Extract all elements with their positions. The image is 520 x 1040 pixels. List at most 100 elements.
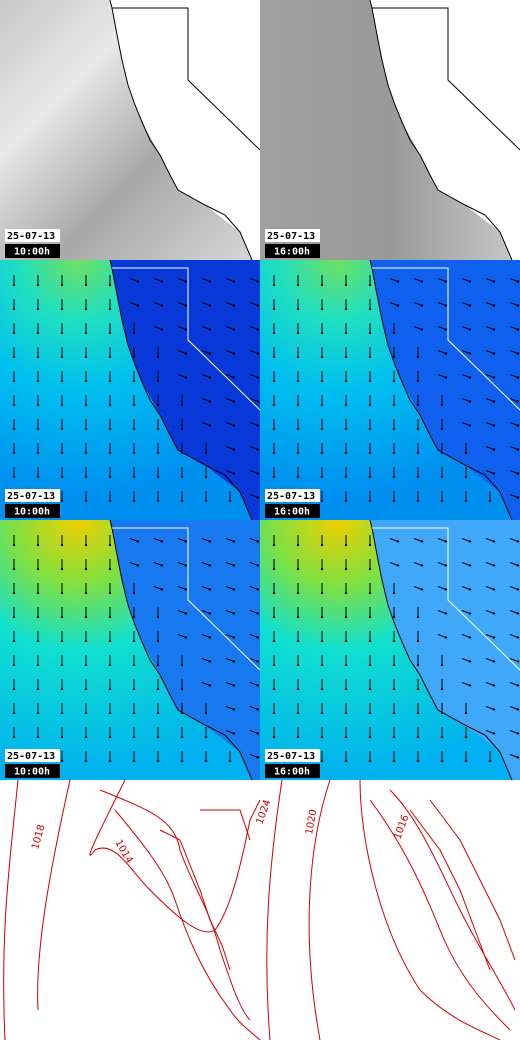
wind-arrow-head: [12, 687, 16, 691]
wind-arrow-head: [344, 663, 348, 667]
time-box: [265, 244, 320, 258]
wind-arrow: [413, 326, 423, 330]
wind-arrow-head: [36, 711, 40, 715]
wind-arrow-head: [256, 328, 260, 331]
wind-arrow-head: [132, 379, 136, 383]
wind-arrow: [485, 398, 495, 402]
wind-arrow-head: [12, 355, 16, 359]
wind-arrow: [201, 326, 211, 330]
state-border: [112, 7, 260, 151]
wind-arrow-head: [160, 540, 164, 543]
wind-arrow-head: [272, 379, 276, 383]
wind-arrow-head: [84, 759, 88, 763]
wind-arrow-head: [492, 540, 496, 543]
wind-arrow: [225, 278, 235, 282]
wind-arrow: [509, 398, 519, 402]
wind-arrow: [485, 326, 495, 330]
wind-arrow-head: [368, 499, 372, 503]
wind-arrow-head: [256, 636, 260, 639]
wind-arrow-head: [180, 735, 184, 739]
wind-arrow: [413, 538, 423, 542]
wind-arrow-head: [272, 711, 276, 715]
wind-arrow-head: [136, 304, 140, 307]
wind-arrow: [225, 610, 235, 614]
wind-arrow-head: [516, 612, 520, 615]
wind-arrow-head: [108, 543, 112, 547]
wind-arrow: [437, 302, 447, 306]
time-box: [5, 504, 60, 518]
wind-arrow-head: [156, 663, 160, 667]
wind-arrow-head: [296, 567, 300, 571]
wind-arrow: [129, 278, 139, 282]
wind-arrow-head: [492, 328, 496, 331]
wind-arrow-head: [416, 355, 420, 359]
wind-arrow-head: [84, 639, 88, 643]
wind-arrow: [461, 658, 471, 662]
wind-arrow-head: [440, 759, 444, 763]
coastline: [109, 260, 253, 520]
wind-arrow-head: [468, 684, 472, 687]
wind-arrow-head: [344, 735, 348, 739]
wind-arrow-head: [232, 328, 236, 331]
wind-arrow-head: [468, 540, 472, 543]
wind-arrow-head: [132, 427, 136, 431]
land: [110, 0, 260, 260]
wind-arrow-head: [368, 687, 372, 691]
state-border: [112, 267, 260, 411]
wind-arrow-head: [232, 400, 236, 403]
wind-arrow-head: [320, 427, 324, 431]
wind-arrow-head: [444, 376, 448, 379]
wind-arrow-head: [396, 564, 400, 567]
wind-arrow: [201, 538, 211, 542]
wind-arrow-head: [180, 687, 184, 691]
wind-arrow-head: [344, 307, 348, 311]
wind-arrow-head: [320, 543, 324, 547]
wind-arrow-head: [232, 588, 236, 591]
wind-arrow-head: [12, 427, 16, 431]
wind-arrow-head: [108, 403, 112, 407]
wind-arrow-head: [184, 328, 188, 331]
wind-arrow: [177, 586, 187, 590]
wind-arrow-head: [344, 687, 348, 691]
wind-arrow-head: [108, 379, 112, 383]
wind-arrow-head: [256, 540, 260, 543]
wind-arrow-head: [208, 540, 212, 543]
wind-arrow-head: [368, 355, 372, 359]
wind-arrow: [413, 562, 423, 566]
wind-arrow: [485, 706, 495, 710]
wind-arrow-head: [344, 475, 348, 479]
wind-arrow-head: [272, 687, 276, 691]
wind-arrow-head: [132, 687, 136, 691]
wind-arrow-head: [12, 639, 16, 643]
wind-arrow-head: [228, 499, 232, 503]
wind-arrow-head: [256, 424, 260, 427]
wind-arrow: [177, 610, 187, 614]
wind-arrow-head: [272, 451, 276, 455]
pressure-contours: 1018 1014 1024 1020 1016: [3, 779, 516, 1040]
wind-arrow-head: [464, 451, 468, 455]
wind-arrow-head: [344, 567, 348, 571]
wind-arrow: [509, 374, 519, 378]
wind-arrow-head: [368, 307, 372, 311]
wind-arrow-head: [492, 376, 496, 379]
wind-arrow-head: [232, 612, 236, 615]
wind-arrow-head: [440, 451, 444, 455]
wind-arrow-head: [492, 352, 496, 355]
wind-arrow-head: [468, 588, 472, 591]
wind-arrow-head: [208, 588, 212, 591]
wind-arrow-head: [392, 403, 396, 407]
wind-arrow: [485, 350, 495, 354]
wind-arrow-head: [440, 663, 444, 667]
wind-arrow-head: [368, 615, 372, 619]
wind-arrow-head: [516, 660, 520, 663]
land: [110, 260, 260, 520]
wind-arrow-head: [416, 639, 420, 643]
wind-arrow-head: [368, 759, 372, 763]
wind-arrow: [509, 494, 519, 498]
wind-arrow: [249, 730, 259, 734]
wind-arrow-head: [132, 355, 136, 359]
wind-arrow-head: [256, 684, 260, 687]
time-label: 10:00h: [14, 247, 50, 258]
wind-arrow-head: [208, 376, 212, 379]
wind-arrow-head: [440, 711, 444, 715]
